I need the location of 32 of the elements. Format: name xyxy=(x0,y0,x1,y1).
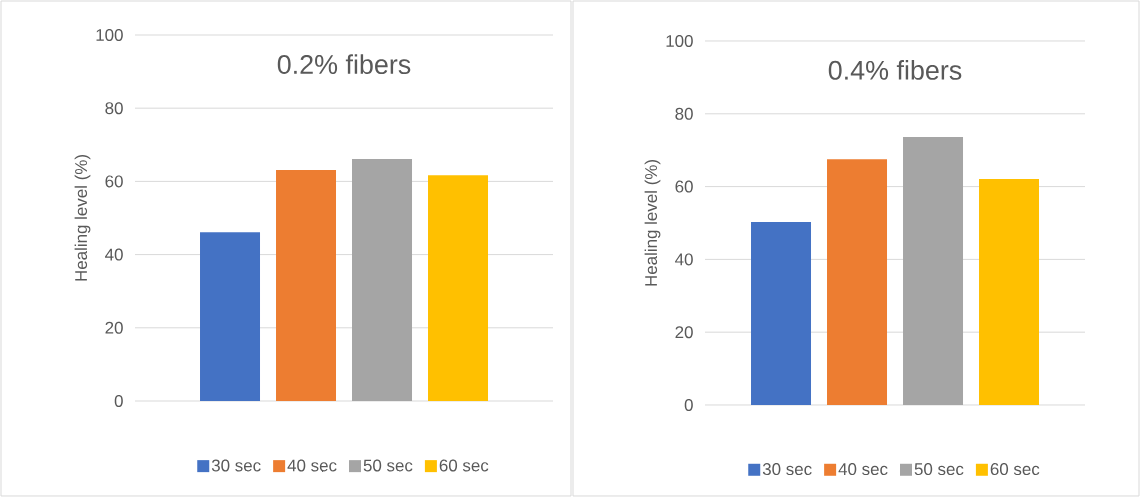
legend-label: 30 sec xyxy=(762,463,812,476)
bar xyxy=(827,159,888,405)
legend-label: 60 sec xyxy=(439,459,489,472)
y-tick-label: 40 xyxy=(675,253,693,266)
y-axis-title: Healing level (%) xyxy=(644,160,661,286)
y-axis-title: Healing level (%) xyxy=(74,155,91,281)
legend-label: 40 sec xyxy=(838,463,888,476)
legend-label: 40 sec xyxy=(287,459,337,472)
bar xyxy=(276,170,337,401)
y-tick-label: 20 xyxy=(675,326,693,339)
y-tick-label: 0 xyxy=(114,394,123,407)
y-tick-label: 100 xyxy=(96,28,123,41)
bar xyxy=(751,221,812,405)
legend-label: 50 sec xyxy=(914,463,964,476)
y-tick-label: 40 xyxy=(105,248,123,261)
legend-label: 30 sec xyxy=(211,459,261,472)
bar xyxy=(979,178,1040,405)
y-tick-label: 100 xyxy=(666,34,693,47)
text: 0.4% fibers xyxy=(828,60,962,80)
legend-label: 50 sec xyxy=(363,459,413,472)
bar xyxy=(200,232,261,401)
bar xyxy=(903,137,964,405)
bar xyxy=(428,175,489,401)
y-tick-label: 80 xyxy=(105,102,123,115)
text: 0.2% fibers xyxy=(277,54,411,75)
y-tick-label: 60 xyxy=(675,180,693,193)
y-tick-label: 80 xyxy=(675,107,693,120)
y-tick-label: 60 xyxy=(105,175,123,188)
bar xyxy=(352,159,413,401)
y-tick-label: 20 xyxy=(105,321,123,334)
legend-label: 60 sec xyxy=(990,463,1040,476)
y-tick-label: 0 xyxy=(684,398,693,411)
